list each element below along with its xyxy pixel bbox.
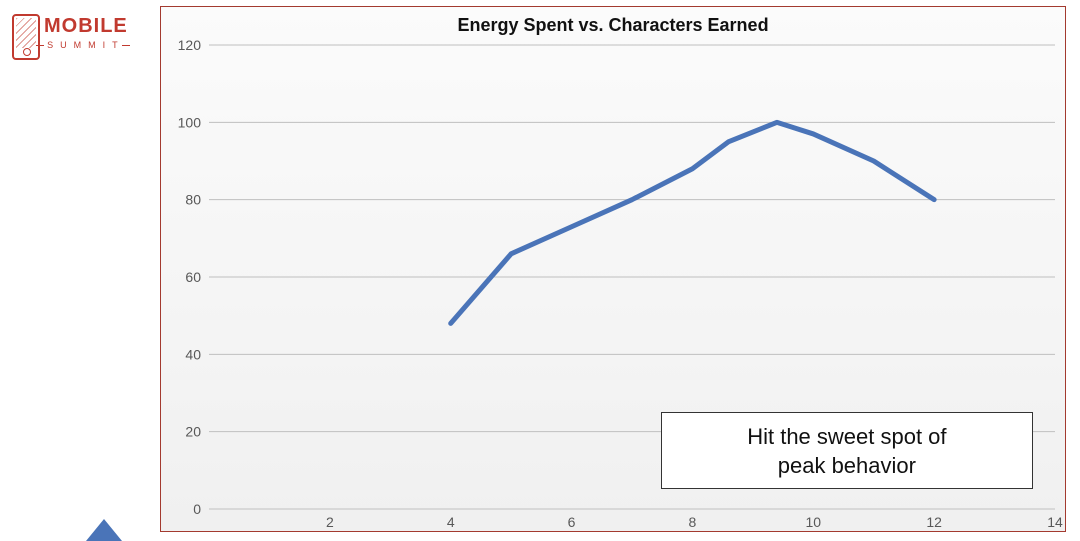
- x-tick-label: 8: [689, 514, 697, 530]
- x-tick-label: 14: [1047, 514, 1063, 530]
- x-tick-label: 4: [447, 514, 455, 530]
- triangle-icon: [86, 519, 122, 541]
- phone-icon: [12, 14, 40, 60]
- energy-vs-characters-chart: Energy Spent vs. Characters Earned 02040…: [160, 6, 1066, 532]
- series-characters-earned: [451, 122, 934, 323]
- callout-box: Hit the sweet spot of peak behavior: [661, 412, 1033, 489]
- chart-title: Energy Spent vs. Characters Earned: [161, 15, 1065, 36]
- y-tick-label: 100: [178, 114, 202, 130]
- x-tick-label: 6: [568, 514, 576, 530]
- logo-brand-top: MOBILE: [44, 16, 128, 36]
- callout-line1: Hit the sweet spot of: [747, 424, 946, 449]
- y-tick-label: 120: [178, 37, 202, 53]
- y-tick-label: 60: [185, 269, 201, 285]
- logo-brand-bottom: SUMMIT: [44, 40, 128, 50]
- y-tick-label: 0: [193, 501, 201, 517]
- x-tick-label: 2: [326, 514, 334, 530]
- mobile-summit-logo: MOBILE SUMMIT: [12, 12, 142, 62]
- y-tick-label: 80: [185, 192, 201, 208]
- y-tick-label: 20: [185, 424, 201, 440]
- y-tick-label: 40: [185, 346, 201, 362]
- logo-text: MOBILE SUMMIT: [44, 16, 128, 50]
- chart-plot-area: 0204060801001202468101214 Hit the sweet …: [209, 45, 1055, 509]
- callout-line2: peak behavior: [778, 453, 916, 478]
- x-tick-label: 12: [926, 514, 942, 530]
- x-tick-label: 10: [805, 514, 821, 530]
